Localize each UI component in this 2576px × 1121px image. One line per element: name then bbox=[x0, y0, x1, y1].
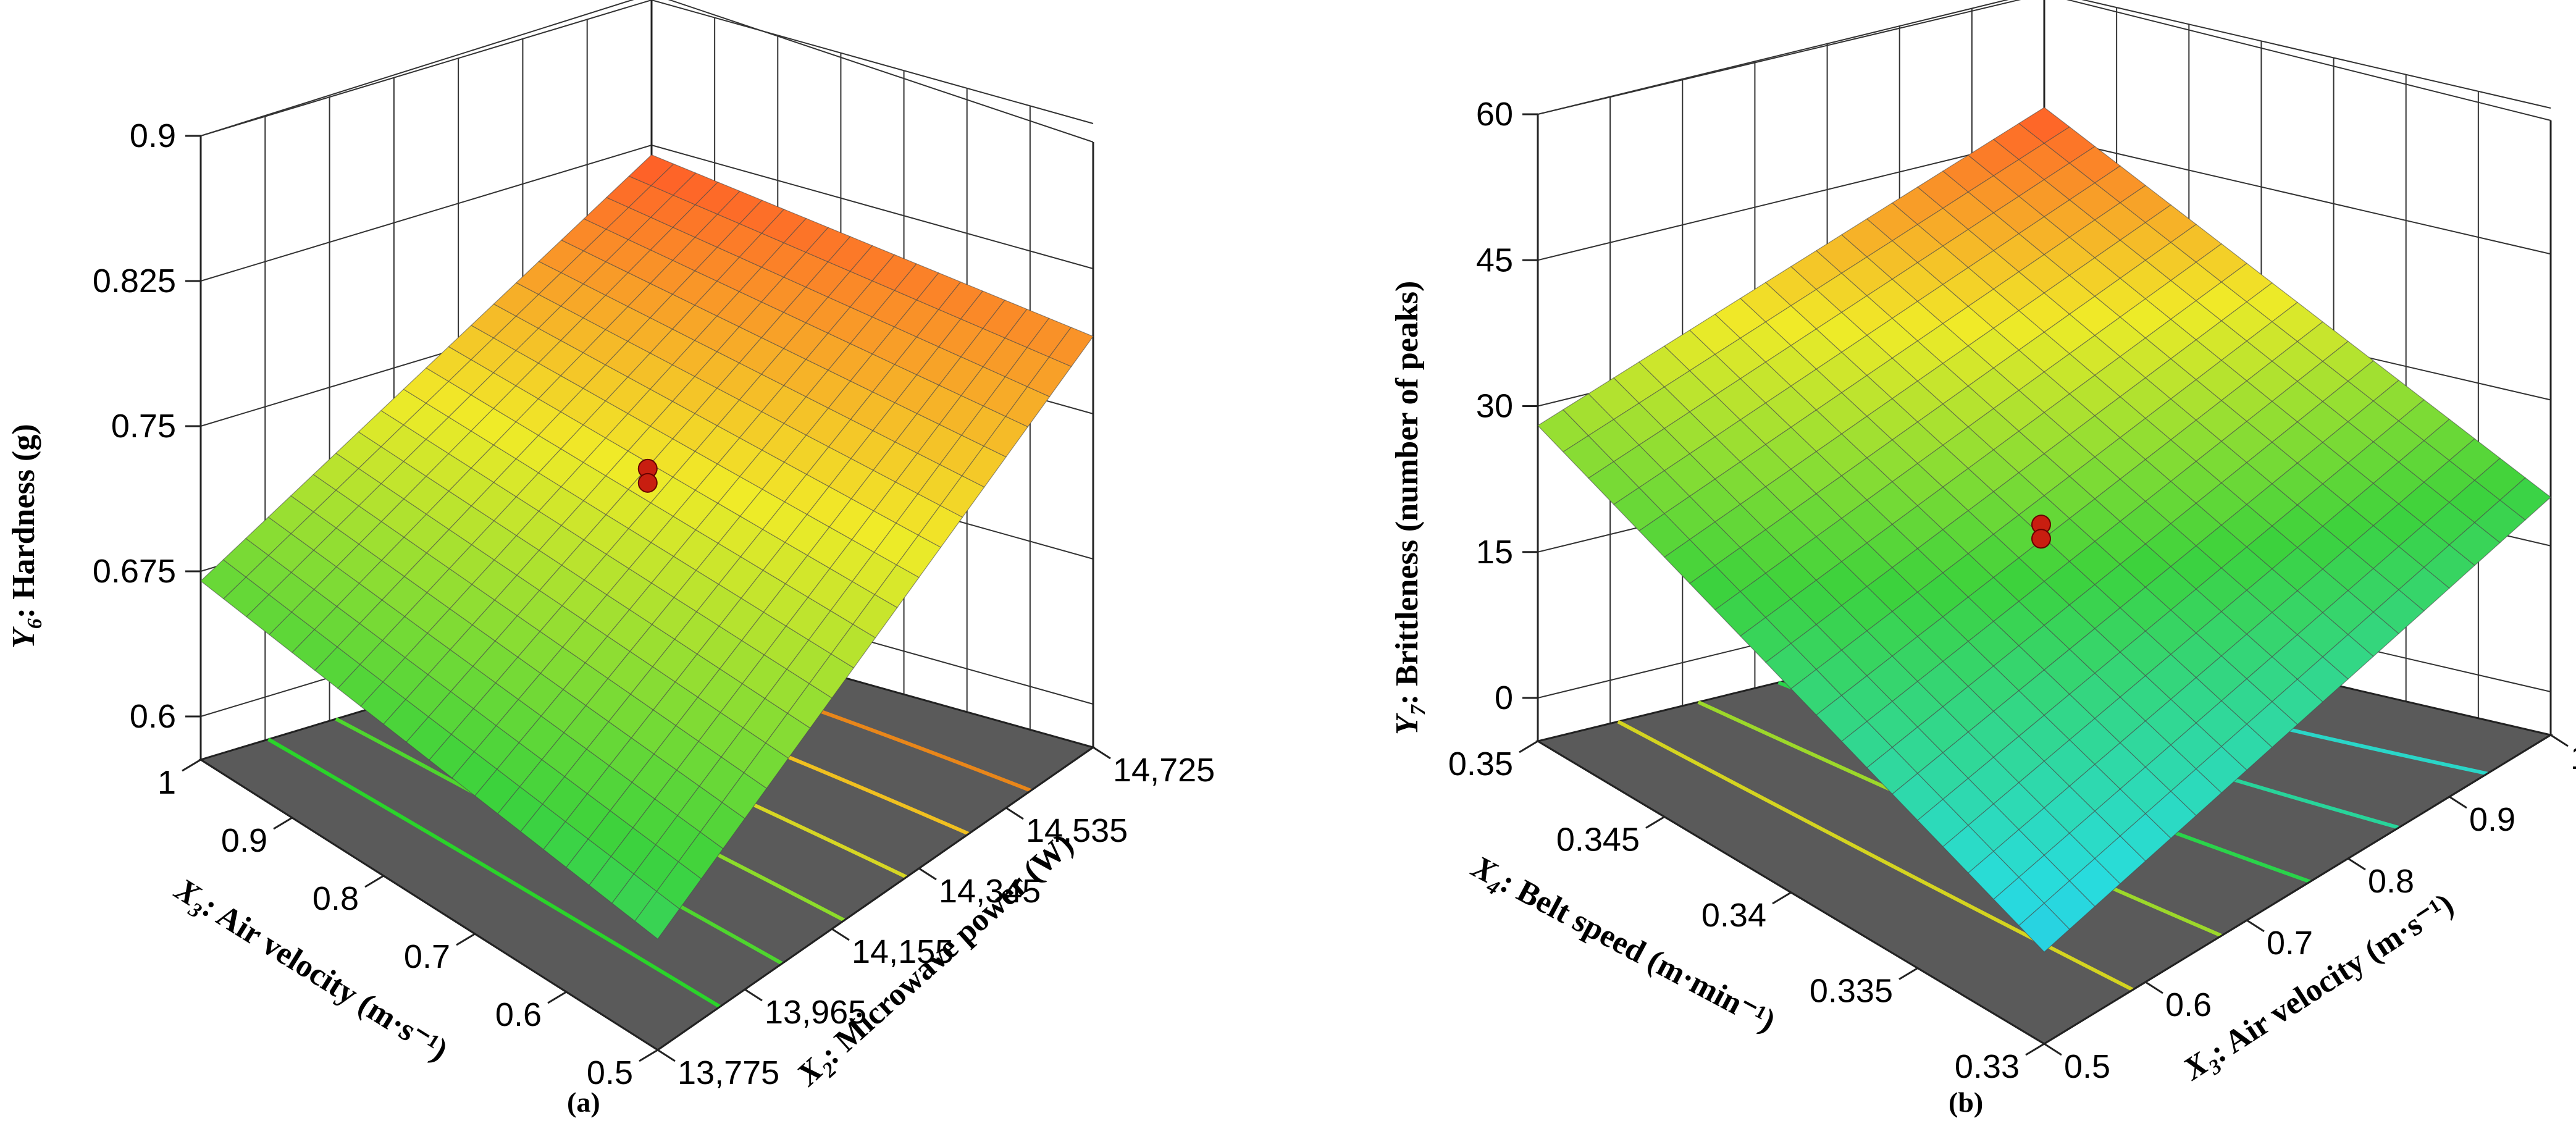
b-wall-gridline bbox=[2044, 136, 2551, 255]
panel-b-right-tick-label: 0.6 bbox=[2165, 986, 2212, 1023]
panel-b-contour-line bbox=[1617, 720, 2134, 992]
panel-a-floor-edges bbox=[200, 746, 1094, 1051]
panel-b-caption: (b) bbox=[1949, 1086, 1983, 1118]
panel-b-right-tick-mark bbox=[2550, 734, 2569, 747]
panel-a-left-tick-mark bbox=[547, 991, 567, 1004]
b-wall-gridline bbox=[1537, 0, 2009, 115]
panel-a-right-tick-label: 13,775 bbox=[678, 1054, 779, 1091]
panel-b-left-axis-label: X4: Belt speed (m·min⁻¹) bbox=[1463, 849, 1781, 1043]
panel-b-left-tick-mark bbox=[1645, 816, 1665, 829]
a-wall-gridline bbox=[651, 0, 1094, 124]
panel-b-z-tick-label: 15 bbox=[1476, 534, 1513, 571]
a-wall-gridline bbox=[200, 0, 652, 136]
panel-b-right-tick-mark bbox=[2044, 1043, 2062, 1056]
panel-b-z-tick-label: 0 bbox=[1495, 679, 1513, 716]
panel-b-z-tick-label: 60 bbox=[1476, 96, 1513, 133]
panel-a-left-tick-label: 0.9 bbox=[221, 822, 267, 859]
panel-a-right-tick-label: 14,725 bbox=[1113, 752, 1215, 789]
panel-a-right-tick-mark bbox=[1093, 746, 1111, 760]
panel-b-right-tick-mark bbox=[2246, 919, 2265, 933]
panel-b-right-tick-mark bbox=[2449, 796, 2467, 809]
panel-a-z-tick-label: 0.9 bbox=[130, 117, 176, 154]
panel-b-left-tick-label: 0.34 bbox=[1701, 897, 1766, 934]
panel-a: 0.6 0.675 0.75 0.825 0.9 1 0.9 0.8 0.7 0.6 0.5 13… bbox=[6, 0, 1215, 1118]
panel-b-surface-cell bbox=[2499, 477, 2551, 521]
panel-b: 0 15 30 45 60 0.35 0.345 0.34 0.335 0.33 0.5 0.6 0… bbox=[1390, 0, 2576, 1118]
panel-b-z-axis-label: Y7: Brittleness (number of peaks) bbox=[1390, 281, 1430, 735]
b-wall-gridline bbox=[2081, 0, 2551, 109]
panel-a-right-tick-label: 14,155 bbox=[852, 933, 954, 970]
panel-a-response-surface bbox=[200, 154, 1094, 940]
panel-b-left-tick-mark bbox=[2025, 1043, 2045, 1056]
panel-a-right-tick-mark bbox=[1005, 807, 1024, 820]
panel-a-left-tick-mark bbox=[456, 933, 476, 946]
panel-a-right-tick-label: 14,345 bbox=[939, 873, 1041, 910]
panel-b-right-tick-label: 0.8 bbox=[2368, 863, 2414, 900]
panel-a-left-tick-label: 0.5 bbox=[587, 1054, 633, 1091]
panel-a-right-tick-mark bbox=[918, 867, 937, 881]
panel-a-left-tick-mark bbox=[182, 758, 201, 772]
panel-a-z-tick-label: 0.825 bbox=[93, 262, 176, 300]
panel-a-left-tick-label: 0.6 bbox=[495, 996, 542, 1033]
panel-b-right-tick-label: 0.7 bbox=[2267, 925, 2313, 962]
panel-b-left-tick-mark bbox=[1519, 740, 1538, 754]
panel-a-z-tick-label: 0.675 bbox=[93, 553, 176, 590]
panel-b-left-tick-label: 0.35 bbox=[1448, 745, 1513, 783]
panel-b-response-surface bbox=[1537, 107, 2551, 953]
panel-a-left-tick-mark bbox=[639, 1049, 658, 1062]
b-wall-gridline bbox=[1537, 136, 2045, 261]
panel-b-right-tick-mark bbox=[2347, 857, 2366, 871]
panel-a-right-tick-mark bbox=[831, 928, 850, 941]
panel-a-z-tick-label: 0.6 bbox=[130, 698, 176, 735]
panel-a-design-point-marker bbox=[637, 472, 658, 493]
panel-b-z-tick-label: 45 bbox=[1476, 241, 1513, 279]
panel-a-left-tick-label: 0.7 bbox=[404, 938, 450, 975]
panel-b-left-tick-label: 0.345 bbox=[1556, 821, 1640, 859]
panel-b-left-tick-mark bbox=[1772, 891, 1792, 905]
panel-a-z-axis-label: Y6: Hardness (g) bbox=[6, 424, 46, 649]
panel-a-right-tick-label: 14,535 bbox=[1026, 812, 1128, 849]
panel-b-right-tick-label: 1 bbox=[2570, 739, 2576, 776]
panel-a-right-tick-label: 13,965 bbox=[765, 994, 866, 1031]
panel-b-right-tick-mark bbox=[2145, 981, 2163, 994]
a-wall-gridline bbox=[200, 145, 652, 282]
panel-b-right-tick-label: 0.9 bbox=[2469, 801, 2515, 838]
panel-a-left-tick-mark bbox=[273, 817, 293, 830]
panel-a-right-tick-mark bbox=[657, 1049, 676, 1062]
panel-a-left-tick-label: 0.8 bbox=[313, 880, 359, 917]
panel-a-contour-line bbox=[267, 737, 721, 1009]
panel-b-right-tick-label: 0.5 bbox=[2064, 1048, 2110, 1085]
panel-a-left-tick-mark bbox=[364, 875, 384, 888]
panel-a-right-tick-mark bbox=[744, 988, 763, 1002]
panel-b-left-tick-label: 0.335 bbox=[1810, 973, 1893, 1010]
panel-a-z-tick-label: 0.75 bbox=[111, 408, 176, 445]
panel-b-design-point-marker bbox=[2031, 529, 2051, 549]
panel-b-left-tick-mark bbox=[1898, 967, 1918, 980]
panel-b-z-tick-label: 30 bbox=[1476, 388, 1513, 425]
a-wall-gridline bbox=[651, 145, 1094, 269]
panel-a-caption: (a) bbox=[567, 1086, 600, 1118]
panel-a-surface-cell bbox=[1048, 327, 1094, 367]
panel-b-left-tick-label: 0.33 bbox=[1955, 1048, 2020, 1085]
panel-a-left-tick-label: 1 bbox=[157, 764, 176, 801]
